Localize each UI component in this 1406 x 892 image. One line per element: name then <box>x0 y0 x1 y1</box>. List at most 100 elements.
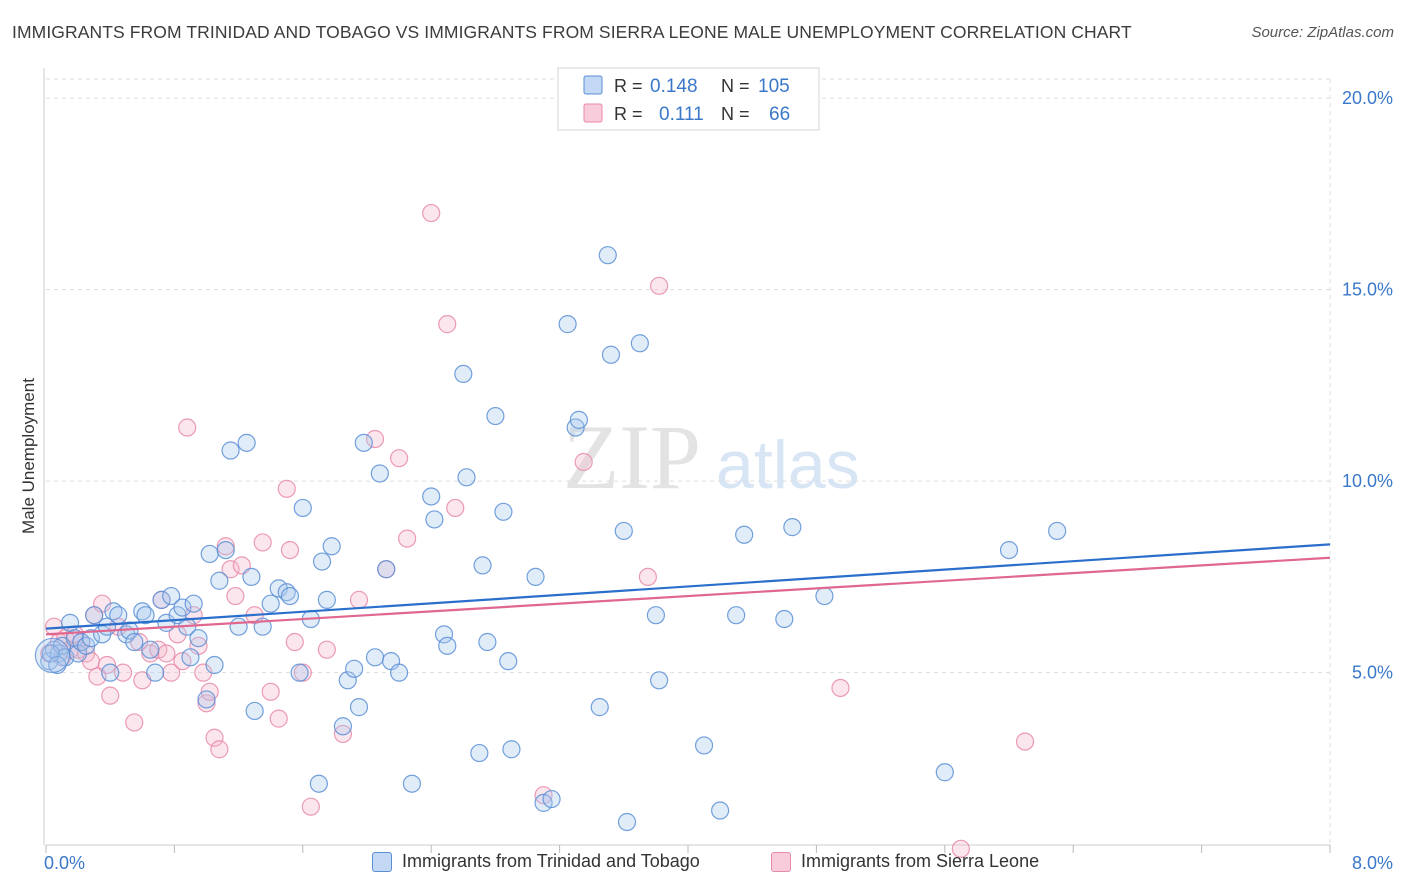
trinidad-point-87 <box>614 521 633 541</box>
sierra-leone-point-54 <box>438 315 457 334</box>
trinidad-point-40 <box>242 567 261 587</box>
watermark: ZIP atlas <box>563 406 860 508</box>
x-tick-labels: 0.0% 8.0% <box>44 853 1393 873</box>
trinidad-point-57 <box>349 698 369 717</box>
trinidad-point-29 <box>181 648 200 667</box>
trinidad-point-94 <box>727 606 746 625</box>
sierra-leone-point-21 <box>157 644 176 663</box>
trinidad-point-54 <box>333 717 353 736</box>
sierra-leone-point-51 <box>390 449 409 468</box>
y-tick-label-0: 5.0% <box>1352 663 1393 683</box>
legend-label-sierra-leone: Immigrants from Sierra Leone <box>801 851 1040 871</box>
trinidad-point-34 <box>205 655 224 675</box>
sierra-leone-point-43 <box>285 632 304 652</box>
trinidad-point-97 <box>783 518 802 537</box>
sierra-leone-point-62 <box>1015 732 1035 751</box>
sierra-leone-point-32 <box>210 740 229 759</box>
legend-swatch-sierra-leone <box>771 851 791 872</box>
series-sierra-leone-points <box>40 203 1035 858</box>
trinidad-point-48 <box>293 498 312 518</box>
trinidad-point-69 <box>454 364 473 384</box>
y-tick-label-3: 20.0% <box>1342 88 1393 108</box>
sierra-leone-point-14 <box>113 663 133 682</box>
chart-title: IMMIGRANTS FROM TRINIDAD AND TOBAGO VS I… <box>12 22 1132 42</box>
trinidad-point-67 <box>434 625 454 644</box>
x-tick-label-0: 0.0% <box>44 853 85 873</box>
trinidad-point-22 <box>146 663 165 682</box>
trend-line-sierra-leone <box>45 556 1331 636</box>
legend-n-label-blue: N = <box>721 76 750 96</box>
legend-r-value-blue: 0.148 <box>650 76 698 97</box>
trinidad-point-93 <box>710 801 730 820</box>
trinidad-point-84 <box>590 698 609 717</box>
legend-swatch-pink <box>583 103 603 123</box>
trinidad-point-78 <box>526 567 545 587</box>
trinidad-point-98 <box>815 586 834 606</box>
sierra-leone-point-57 <box>574 452 593 472</box>
legend-swatch-trinidad <box>372 851 392 872</box>
trinidad-point-104 <box>101 663 120 682</box>
trinidad-point-74 <box>486 406 505 426</box>
trinidad-point-15 <box>109 606 128 625</box>
legend-n-label-pink: N = <box>721 104 750 124</box>
trinidad-point-47 <box>290 663 309 682</box>
trinidad-point-50 <box>309 774 328 793</box>
trinidad-point-70 <box>457 468 476 487</box>
trinidad-point-66 <box>425 510 444 529</box>
sierra-leone-point-34 <box>221 560 240 579</box>
trinidad-point-21 <box>141 640 160 659</box>
trinidad-point-37 <box>221 441 240 460</box>
trinidad-point-41 <box>245 701 264 721</box>
trinidad-cluster-point <box>34 637 71 674</box>
trinidad-point-91 <box>650 671 669 690</box>
sierra-leone-point-49 <box>365 429 385 449</box>
legend-n-value-blue: 105 <box>758 76 790 97</box>
watermark-atlas: atlas <box>716 427 860 503</box>
sierra-leone-point-47 <box>333 724 353 744</box>
trinidad-point-71 <box>470 743 489 763</box>
sierra-leone-point-35 <box>226 586 245 606</box>
trinidad-point-72 <box>473 556 492 575</box>
sierra-leone-point-31 <box>205 728 224 747</box>
trinidad-point-60 <box>370 464 389 483</box>
trinidad-point-36 <box>216 540 235 560</box>
sierra-leone-point-59 <box>650 276 669 295</box>
trinidad-point-96 <box>775 609 794 629</box>
sierra-leone-point-15 <box>125 713 144 732</box>
trinidad-point-77 <box>502 740 521 759</box>
y-tick-labels: 5.0% 10.0% 15.0% 20.0% <box>1342 88 1393 683</box>
trinidad-point-85 <box>598 246 617 265</box>
legend-item-sierra-leone: Immigrants from Sierra Leone <box>771 851 1039 872</box>
legend-swatch-blue <box>583 75 603 95</box>
legend-n-value-pink: 66 <box>769 104 790 125</box>
sierra-leone-point-12 <box>101 686 120 705</box>
trinidad-point-23 <box>152 590 171 609</box>
sierra-leone-point-40 <box>269 709 288 728</box>
sierra-leone-point-41 <box>277 479 296 498</box>
trinidad-point-83 <box>569 410 588 429</box>
sierra-leone-point-39 <box>261 682 280 701</box>
trinidad-point-95 <box>735 525 754 544</box>
sierra-leone-point-45 <box>301 797 320 816</box>
trinidad-point-68 <box>438 636 457 655</box>
trinidad-point-56 <box>345 659 364 678</box>
sierra-leone-point-33 <box>216 537 235 556</box>
trinidad-point-53 <box>322 537 341 556</box>
trinidad-point-58 <box>354 433 373 452</box>
trinidad-point-88 <box>617 812 637 832</box>
trinidad-point-33 <box>200 544 219 564</box>
sierra-leone-point-42 <box>280 540 300 560</box>
trinidad-point-86 <box>601 345 621 364</box>
legend-item-trinidad: Immigrants from Trinidad and Tobago <box>372 851 700 872</box>
trinidad-point-52 <box>317 590 336 609</box>
trinidad-point-10 <box>81 629 101 648</box>
axes <box>43 68 1331 853</box>
series-trinidad-points <box>34 246 1067 832</box>
trend-line-trinidad <box>45 543 1331 630</box>
trinidad-point-80 <box>542 789 561 809</box>
y-tick-label-1: 10.0% <box>1342 471 1393 491</box>
sierra-leone-point-25 <box>178 418 197 437</box>
sierra-leone-point-22 <box>162 663 181 682</box>
trinidad-point-43 <box>261 594 280 613</box>
trinidad-point-5 <box>60 613 80 632</box>
